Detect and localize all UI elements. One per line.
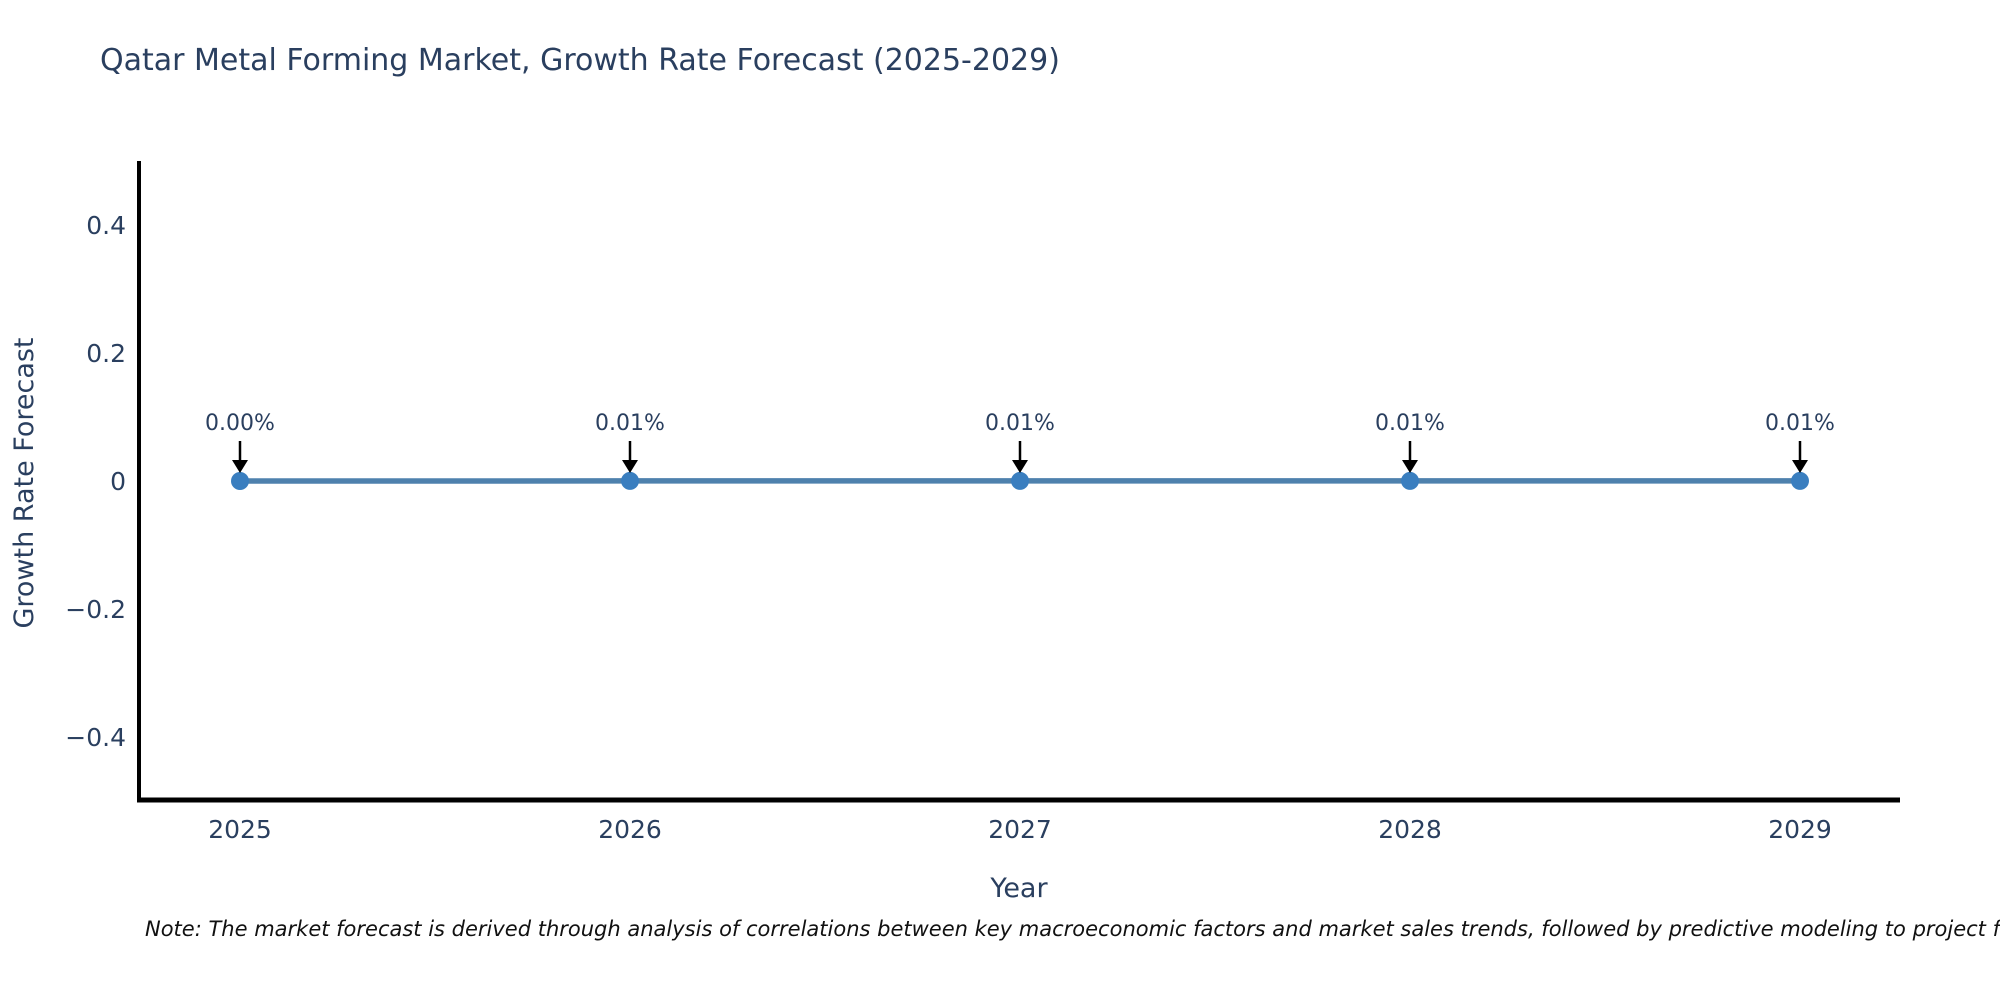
x-tick-label: 2026 — [598, 815, 662, 844]
annotation-arrow-head — [1402, 460, 1418, 473]
footnote: Note: The market forecast is derived thr… — [145, 917, 2000, 941]
x-tick-label: 2028 — [1378, 815, 1442, 844]
x-axis-title: Year — [989, 873, 1048, 904]
chart-title: Qatar Metal Forming Market, Growth Rate … — [100, 43, 1060, 78]
y-tick-label: −0.4 — [65, 723, 126, 752]
x-tick-label: 2027 — [988, 815, 1052, 844]
point-annotation-label: 0.01% — [595, 411, 665, 436]
y-tick-label: 0.4 — [86, 211, 126, 240]
y-axis-title: Growth Rate Forecast — [9, 337, 40, 628]
annotation-arrow-head — [1012, 460, 1028, 473]
point-annotation-label: 0.01% — [1375, 411, 1445, 436]
data-point — [1011, 471, 1029, 490]
data-point — [231, 472, 249, 490]
point-annotation-label: 0.00% — [205, 411, 275, 436]
point-annotation-label: 0.01% — [985, 411, 1055, 436]
x-tick-label: 2025 — [208, 815, 272, 844]
annotation-arrow-head — [622, 460, 638, 473]
x-tick-label: 2029 — [1768, 815, 1832, 844]
data-point — [621, 471, 639, 490]
data-point — [1401, 471, 1419, 490]
y-tick-label: 0 — [110, 467, 126, 496]
data-point — [1791, 471, 1809, 490]
annotation-arrow-head — [232, 460, 248, 473]
point-annotation-label: 0.01% — [1765, 411, 1835, 436]
y-tick-label: −0.2 — [65, 595, 126, 624]
annotation-arrow-head — [1792, 460, 1808, 473]
y-tick-label: 0.2 — [86, 339, 126, 368]
